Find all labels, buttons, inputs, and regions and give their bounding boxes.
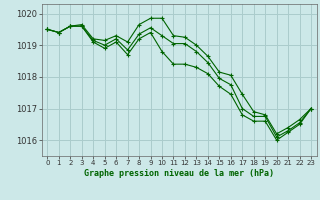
X-axis label: Graphe pression niveau de la mer (hPa): Graphe pression niveau de la mer (hPa) [84, 169, 274, 178]
